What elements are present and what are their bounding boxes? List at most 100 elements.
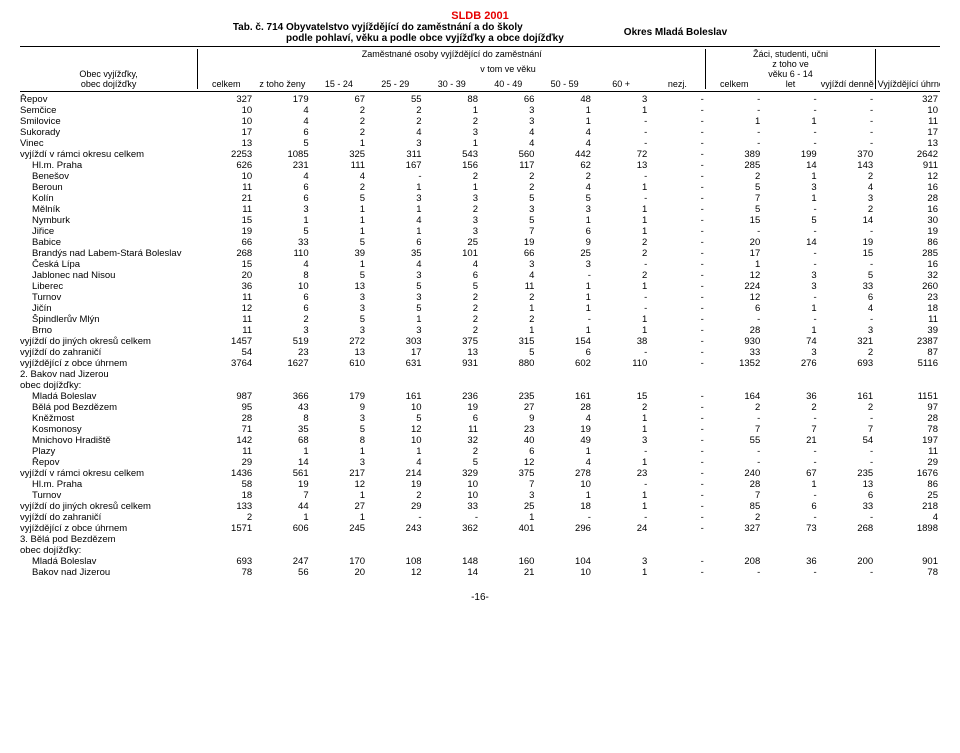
cell: 6 [424, 413, 480, 424]
cell: - [706, 94, 762, 105]
cell: - [649, 358, 705, 369]
cell [536, 534, 592, 545]
cell: - [649, 457, 705, 468]
cell: 1 [593, 281, 649, 292]
cell: 14 [762, 160, 818, 171]
cell: 2 [819, 402, 875, 413]
cell: 1 [536, 446, 592, 457]
cell: 36 [762, 556, 818, 567]
cell [762, 534, 818, 545]
cell: 5 [819, 270, 875, 281]
cell: 23 [875, 292, 940, 303]
cell: 6 [819, 490, 875, 501]
cell: 8 [254, 413, 310, 424]
cell: - [649, 479, 705, 490]
cell [254, 545, 310, 556]
row-label: Kosmonosy [20, 424, 198, 435]
cell: - [819, 446, 875, 457]
cell: 21 [480, 567, 536, 578]
cell: - [762, 512, 818, 523]
cell: 1 [367, 226, 423, 237]
cell: 5 [311, 270, 367, 281]
row-label: 2. Bakov nad Jizerou [20, 369, 198, 380]
cell: 247 [254, 556, 310, 567]
cell: 10 [536, 479, 592, 490]
table-row: Vinec13513144-----13 [20, 138, 940, 149]
row-label: Mladá Boleslav [20, 556, 198, 567]
cell: 1676 [875, 468, 940, 479]
cell: 9 [536, 237, 592, 248]
table-row: Mladá Boleslav6932471701081481601043-208… [20, 556, 940, 567]
cell: 12 [311, 479, 367, 490]
table-row: 3. Bělá pod Bezdězem [20, 534, 940, 545]
cell: 3 [254, 204, 310, 215]
table-title-line1: Obyvatelstvo vyjíždějící do zaměstnání a… [286, 22, 523, 33]
cell: 911 [875, 160, 940, 171]
row-label: Turnov [20, 490, 198, 501]
cell: 33 [819, 501, 875, 512]
cell: 631 [367, 358, 423, 369]
cell: 11 [198, 314, 254, 325]
cell: 4 [367, 457, 423, 468]
cell: 20 [311, 567, 367, 578]
row-label: Jičín [20, 303, 198, 314]
cell: - [593, 193, 649, 204]
cell: 278 [536, 468, 592, 479]
cell: 25 [424, 237, 480, 248]
cell: 3 [311, 457, 367, 468]
cell: 7 [480, 226, 536, 237]
cell: 2 [480, 182, 536, 193]
cell: 2 [593, 402, 649, 413]
cell: 224 [706, 281, 762, 292]
cell: 32 [875, 270, 940, 281]
row-label: vyjíždí do jiných okresů celkem [20, 336, 198, 347]
cell: 2 [424, 325, 480, 336]
cell: - [819, 116, 875, 127]
cell: 148 [424, 556, 480, 567]
cell: 11 [875, 446, 940, 457]
cell: - [649, 149, 705, 160]
cell: 1 [762, 171, 818, 182]
cell: 4 [819, 303, 875, 314]
cell: 1 [536, 116, 592, 127]
cell: - [762, 314, 818, 325]
cell: 2 [424, 292, 480, 303]
cell: 327 [198, 94, 254, 105]
cell: 101 [424, 248, 480, 259]
cell: 4 [424, 259, 480, 270]
cell: - [649, 501, 705, 512]
cell: 6 [254, 182, 310, 193]
cell: - [536, 314, 592, 325]
table-row: Řepov32717967558866483----327 [20, 94, 940, 105]
cell [480, 380, 536, 391]
row-label: Smilovice [20, 116, 198, 127]
row-label: Jiřice [20, 226, 198, 237]
cell: 5 [311, 424, 367, 435]
cell: 71 [198, 424, 254, 435]
hdr-vyj-denne: vyjíždí denně [819, 59, 875, 89]
cell: 3 [424, 226, 480, 237]
hdr-group-employed: Zaměstnané osoby vyjíždějící do zaměstná… [198, 49, 706, 59]
cell: - [819, 226, 875, 237]
hdr-rowlabel-l2: obec dojížďky [81, 79, 137, 89]
cell: - [649, 523, 705, 534]
cell: 28 [198, 413, 254, 424]
cell [819, 545, 875, 556]
cell: 117 [480, 160, 536, 171]
cell: 10 [536, 567, 592, 578]
cell: 14 [424, 567, 480, 578]
cell: - [762, 204, 818, 215]
cell: 14 [819, 215, 875, 226]
cell: 13 [593, 160, 649, 171]
cell: 693 [198, 556, 254, 567]
cell: 3 [367, 193, 423, 204]
cell: 10 [198, 171, 254, 182]
cell: 2 [593, 237, 649, 248]
cell: 28 [875, 413, 940, 424]
cell [198, 534, 254, 545]
cell: 1898 [875, 523, 940, 534]
cell [593, 534, 649, 545]
cell: 11 [198, 204, 254, 215]
cell: 10 [367, 402, 423, 413]
cell: 4 [480, 270, 536, 281]
